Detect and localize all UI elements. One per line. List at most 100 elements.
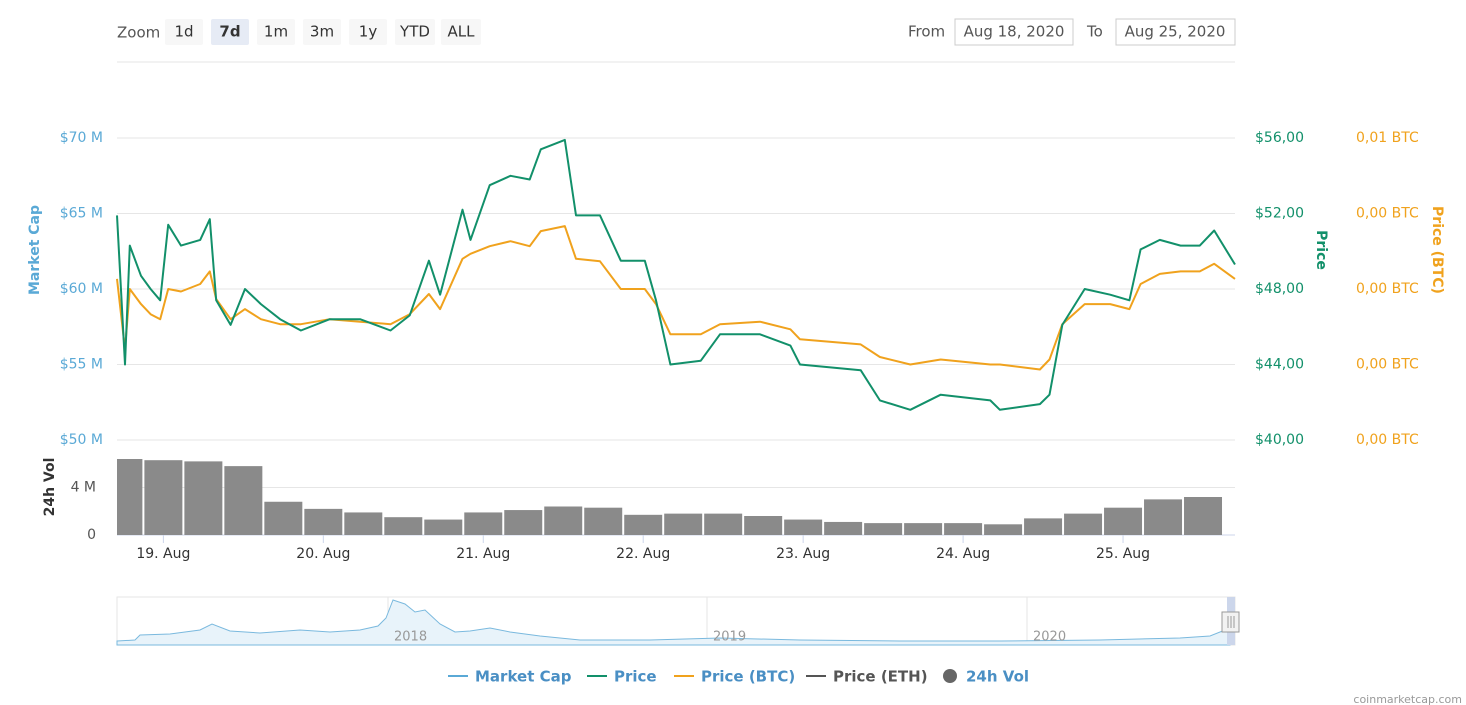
- volume-bar: [584, 507, 623, 535]
- volume-bar: [664, 513, 703, 535]
- volume-bar: [424, 519, 463, 535]
- btc-tick-label: 0,00 BTC: [1356, 432, 1419, 448]
- from-value[interactable]: Aug 18, 2020: [964, 23, 1065, 41]
- legend-item[interactable]: 24h Vol: [943, 668, 1029, 686]
- legend-item[interactable]: Price: [587, 668, 657, 686]
- volume-bar: [384, 517, 423, 535]
- zoom-button-label[interactable]: 1d: [174, 23, 193, 41]
- volume-bar: [117, 459, 143, 535]
- navigator-label: 2019: [713, 630, 746, 645]
- volume-bar: [1184, 497, 1223, 535]
- zoom-button[interactable]: YTD: [395, 19, 435, 45]
- to-input[interactable]: [1115, 18, 1236, 46]
- volume-bar: [744, 516, 783, 535]
- x-tick-label: 19. Aug: [136, 546, 190, 562]
- volume-tick-label: 4 M: [71, 480, 96, 496]
- market-cap-tick-label: $55 M: [60, 357, 103, 373]
- volume-bar: [1064, 513, 1103, 535]
- volume-bar: [944, 523, 983, 535]
- zoom-button-bg[interactable]: [257, 19, 295, 45]
- volume-bar: [504, 510, 543, 535]
- legend-label[interactable]: Market Cap: [475, 668, 572, 686]
- price-tick-label: $48,00: [1255, 281, 1304, 297]
- market-cap-tick-label: $70 M: [60, 130, 103, 146]
- from-input[interactable]: [954, 18, 1074, 46]
- volume-bar: [704, 513, 743, 535]
- volume-bar: [184, 461, 223, 535]
- market-cap-tick-label: $50 M: [60, 432, 103, 448]
- zoom-button[interactable]: 7d: [211, 19, 249, 45]
- zoom-button-label[interactable]: 1y: [359, 23, 378, 41]
- x-tick-label: 20. Aug: [296, 546, 350, 562]
- volume-bar: [464, 512, 503, 535]
- price-tick-label: $56,00: [1255, 130, 1304, 146]
- price-tick-label: $44,00: [1255, 357, 1304, 373]
- volume-bar: [304, 508, 343, 535]
- navigator-label: 2020: [1033, 630, 1066, 645]
- volume-bar: [784, 519, 823, 535]
- volume-bar: [864, 523, 903, 535]
- volume-bar: [984, 524, 1023, 535]
- to-label: To: [1086, 23, 1103, 41]
- x-tick-label: 23. Aug: [776, 546, 830, 562]
- volume-title: 24h Vol: [42, 458, 58, 517]
- volume-bar: [1104, 507, 1143, 535]
- legend-item[interactable]: Market Cap: [448, 668, 572, 686]
- volume-bar: [144, 460, 183, 535]
- from-label: From: [908, 23, 945, 41]
- x-tick-label: 24. Aug: [936, 546, 990, 562]
- zoom-button[interactable]: 3m: [303, 19, 341, 45]
- series-line: [116, 225, 1236, 371]
- zoom-button[interactable]: ALL: [441, 19, 481, 45]
- legend-label[interactable]: Price (ETH): [833, 668, 928, 686]
- zoom-button-label[interactable]: 3m: [310, 23, 334, 41]
- zoom-button-bg[interactable]: [441, 19, 481, 45]
- zoom-button[interactable]: 1m: [257, 19, 295, 45]
- zoom-button-bg[interactable]: [349, 19, 387, 45]
- navigator-label: 2018: [394, 630, 427, 645]
- x-tick-label: 21. Aug: [456, 546, 510, 562]
- price-tick-label: $40,00: [1255, 432, 1304, 448]
- volume-bar: [344, 512, 383, 535]
- y3-axis-title: Price (BTC): [1429, 206, 1445, 294]
- navigator: [116, 596, 1240, 646]
- zoom-button-bg[interactable]: [165, 19, 203, 45]
- btc-tick-label: 0,00 BTC: [1356, 206, 1419, 222]
- zoom-button-label[interactable]: 7d: [219, 23, 240, 41]
- volume-bar: [544, 506, 583, 535]
- volume-bar: [1144, 499, 1183, 535]
- legend-symbol[interactable]: [943, 669, 957, 683]
- zoom-button-label[interactable]: ALL: [448, 23, 476, 41]
- zoom-button[interactable]: 1d: [165, 19, 203, 45]
- volume-bar: [264, 501, 303, 535]
- legend-label[interactable]: Price: [614, 668, 657, 686]
- zoom-button-label[interactable]: 1m: [264, 23, 288, 41]
- y2-axis-title: Price: [1313, 230, 1329, 270]
- zoom-button-bg[interactable]: [303, 19, 341, 45]
- legend-item[interactable]: Price (ETH): [806, 668, 928, 686]
- zoom-button-label[interactable]: YTD: [399, 23, 430, 41]
- btc-tick-label: 0,00 BTC: [1356, 281, 1419, 297]
- zoom-button[interactable]: 1y: [349, 19, 387, 45]
- to-value[interactable]: Aug 25, 2020: [1125, 23, 1226, 41]
- legend-label[interactable]: Price (BTC): [701, 668, 795, 686]
- volume-bar: [904, 523, 943, 535]
- btc-tick-label: 0,01 BTC: [1356, 130, 1419, 146]
- watermark: coinmarketcap.com: [1353, 693, 1462, 705]
- legend-item[interactable]: Price (BTC): [674, 668, 795, 686]
- navigator-area: [116, 599, 1231, 646]
- legend-label[interactable]: 24h Vol: [966, 668, 1029, 686]
- price-tick-label: $52,00: [1255, 206, 1304, 222]
- volume-tick-label: 0: [87, 527, 96, 543]
- zoom-button-bg[interactable]: [211, 19, 249, 45]
- zoom-button-bg[interactable]: [395, 19, 435, 45]
- zoom-label: Zoom: [117, 24, 160, 42]
- btc-tick-label: 0,00 BTC: [1356, 357, 1419, 373]
- market-cap-tick-label: $65 M: [60, 206, 103, 222]
- volume-bar: [624, 514, 663, 535]
- x-tick-label: 22. Aug: [616, 546, 670, 562]
- series-line: [116, 138, 1236, 411]
- x-tick-label: 25. Aug: [1096, 546, 1150, 562]
- volume-bar: [824, 521, 863, 535]
